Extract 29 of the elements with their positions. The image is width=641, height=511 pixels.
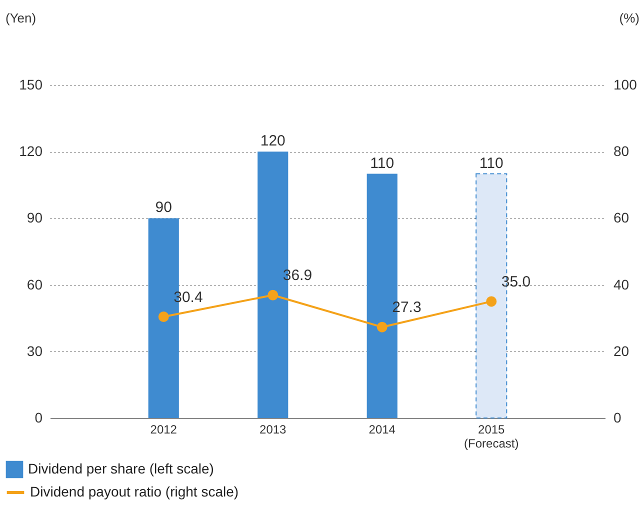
point xyxy=(486,296,497,307)
point xyxy=(376,322,388,332)
data-label: 90 xyxy=(155,199,172,216)
y2-tick-label: 80 xyxy=(614,143,630,160)
x-tick-label: 2014 xyxy=(368,422,396,436)
y2-tick-label: 60 xyxy=(614,210,630,226)
x-tick-label: 2012 xyxy=(150,422,178,436)
point xyxy=(158,312,169,322)
y2-tick-label: 0 xyxy=(614,410,622,426)
legend-label: Dividend payout ratio (right scale) xyxy=(30,484,239,500)
y-tick-label: 150 xyxy=(19,76,43,92)
y-tick-label: 60 xyxy=(26,276,43,292)
data-label: 110 xyxy=(479,154,504,172)
x-tick-label: 2015 (Forecast) xyxy=(464,422,519,450)
y-axis-title: (Yen) xyxy=(6,10,36,26)
y-tick-label: 0 xyxy=(34,410,43,426)
point xyxy=(268,290,278,300)
y2-axis-title: (%) xyxy=(619,10,640,26)
y2-tick-label: 20 xyxy=(614,342,630,359)
legend-label: Dividend per share (left scale) xyxy=(28,460,214,476)
y2-tick-label: 40 xyxy=(614,276,630,292)
y-tick-label: 120 xyxy=(19,143,43,160)
data-label: 35.0 xyxy=(501,273,531,290)
data-label: 120 xyxy=(260,132,286,150)
data-label: 110 xyxy=(370,154,394,172)
y-tick-label: 90 xyxy=(26,210,43,226)
y-tick-label: 30 xyxy=(26,342,43,359)
x-tick-label: 2013 xyxy=(260,422,287,436)
y2-tick-label: 100 xyxy=(614,76,638,92)
